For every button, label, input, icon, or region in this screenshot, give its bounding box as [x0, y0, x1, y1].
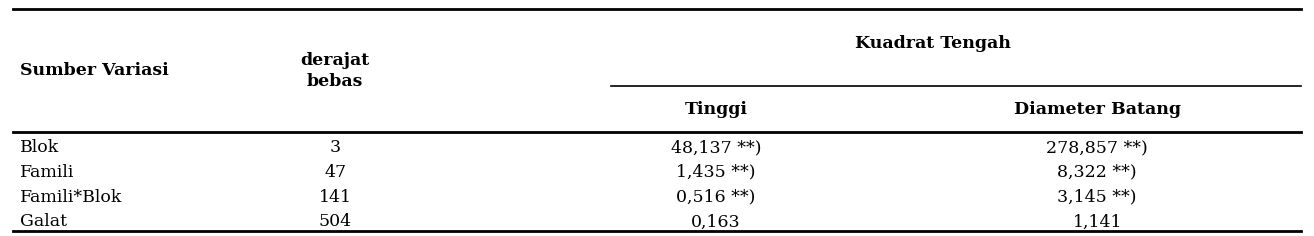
Text: 8,322 **): 8,322 **) [1058, 164, 1137, 181]
Text: 0,516 **): 0,516 **) [677, 189, 756, 206]
Text: Kuadrat Tengah: Kuadrat Tengah [855, 34, 1010, 52]
Text: 3: 3 [330, 139, 340, 156]
Text: 1,435 **): 1,435 **) [677, 164, 756, 181]
Text: 3,145 **): 3,145 **) [1058, 189, 1137, 206]
Text: Blok: Blok [20, 139, 59, 156]
Text: Sumber Variasi: Sumber Variasi [20, 62, 168, 79]
Text: 48,137 **): 48,137 **) [671, 139, 761, 156]
Text: 141: 141 [318, 189, 352, 206]
Text: 0,163: 0,163 [691, 213, 741, 230]
Text: 504: 504 [318, 213, 352, 230]
Text: Galat: Galat [20, 213, 67, 230]
Text: Tinggi: Tinggi [685, 101, 748, 118]
Text: derajat
bebas: derajat bebas [301, 52, 369, 90]
Text: 1,141: 1,141 [1072, 213, 1122, 230]
Text: Famili: Famili [20, 164, 74, 181]
Text: Famili*Blok: Famili*Blok [20, 189, 122, 206]
Text: Diameter Batang: Diameter Batang [1013, 101, 1181, 118]
Text: 47: 47 [325, 164, 346, 181]
Text: 278,857 **): 278,857 **) [1046, 139, 1148, 156]
